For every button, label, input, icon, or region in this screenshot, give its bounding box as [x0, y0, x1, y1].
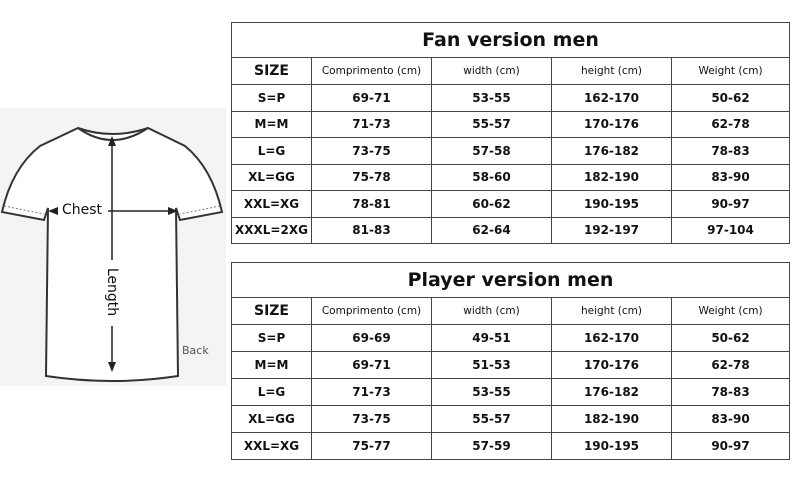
- header-row: SIZE Comprimento (cm) width (cm) height (cm…: [231, 297, 791, 325]
- size-cell: L=G: [231, 137, 312, 165]
- table-title: Player version men: [230, 262, 791, 298]
- table-row: L=G 73-75 57-58 176-182 78-83: [231, 137, 791, 165]
- table-row: XXL=XG 78-81 60-62 190-195 90-97: [231, 190, 791, 218]
- value-cell: 71-73: [311, 378, 432, 406]
- value-cell: 51-53: [431, 351, 552, 379]
- value-cell: 83-90: [670, 405, 791, 433]
- size-cell: XXXL=2XG: [231, 216, 312, 244]
- value-cell: 57-59: [431, 432, 552, 460]
- column-header: height (cm): [551, 297, 672, 325]
- size-cell: XL=GG: [231, 163, 312, 191]
- column-header: Comprimento (cm): [311, 297, 432, 325]
- table-row: XL=GG 73-75 55-57 182-190 83-90: [231, 405, 791, 433]
- value-cell: 73-75: [311, 405, 432, 433]
- size-cell: M=M: [231, 110, 312, 138]
- value-cell: 75-77: [311, 432, 432, 460]
- value-cell: 78-81: [311, 190, 432, 218]
- table-title: Fan version men: [230, 22, 791, 58]
- value-cell: 81-83: [311, 216, 432, 244]
- column-header: height (cm): [551, 57, 672, 85]
- size-cell: XXL=XG: [231, 190, 312, 218]
- value-cell: 55-57: [431, 405, 552, 433]
- value-cell: 176-182: [551, 137, 672, 165]
- value-cell: 55-57: [431, 110, 552, 138]
- value-cell: 60-62: [431, 190, 552, 218]
- value-cell: 162-170: [551, 324, 672, 352]
- value-cell: 69-69: [311, 324, 432, 352]
- value-cell: 62-78: [670, 351, 791, 379]
- value-cell: 190-195: [551, 190, 672, 218]
- column-header: Comprimento (cm): [311, 57, 432, 85]
- table-row: L=G 71-73 53-55 176-182 78-83: [231, 378, 791, 406]
- table-row: M=M 69-71 51-53 170-176 62-78: [231, 351, 791, 379]
- table-row: XXXL=2XG 81-83 62-64 192-197 97-104: [231, 216, 791, 244]
- value-cell: 176-182: [551, 378, 672, 406]
- value-cell: 62-78: [670, 110, 791, 138]
- length-label: Length: [104, 267, 120, 317]
- value-cell: 90-97: [670, 432, 791, 460]
- value-cell: 190-195: [551, 432, 672, 460]
- player-size-table: Player version men SIZE Comprimento (cm) w…: [230, 262, 791, 460]
- column-header: SIZE: [231, 57, 312, 85]
- value-cell: 49-51: [431, 324, 552, 352]
- table-row: XXL=XG 75-77 57-59 190-195 90-97: [231, 432, 791, 460]
- size-cell: XL=GG: [231, 405, 312, 433]
- chest-label: Chest: [62, 202, 103, 218]
- size-cell: S=P: [231, 324, 312, 352]
- value-cell: 62-64: [431, 216, 552, 244]
- table-row: XL=GG 75-78 58-60 182-190 83-90: [231, 163, 791, 191]
- value-cell: 50-62: [670, 324, 791, 352]
- value-cell: 83-90: [670, 163, 791, 191]
- value-cell: 78-83: [670, 137, 791, 165]
- size-cell: L=G: [231, 378, 312, 406]
- column-header: SIZE: [231, 297, 312, 325]
- value-cell: 97-104: [670, 216, 791, 244]
- value-cell: 170-176: [551, 110, 672, 138]
- table-row: S=P 69-71 53-55 162-170 50-62: [231, 84, 791, 112]
- column-header: Weight (cm): [670, 297, 791, 325]
- value-cell: 57-58: [431, 137, 552, 165]
- value-cell: 50-62: [670, 84, 791, 112]
- value-cell: 182-190: [551, 405, 672, 433]
- value-cell: 69-71: [311, 84, 432, 112]
- table-row: S=P 69-69 49-51 162-170 50-62: [231, 324, 791, 352]
- column-header: width (cm): [431, 297, 552, 325]
- value-cell: 90-97: [670, 190, 791, 218]
- value-cell: 192-197: [551, 216, 672, 244]
- header-row: SIZE Comprimento (cm) width (cm) height (cm…: [231, 57, 791, 85]
- size-cell: S=P: [231, 84, 312, 112]
- back-label: Back: [182, 344, 209, 357]
- value-cell: 73-75: [311, 137, 432, 165]
- value-cell: 69-71: [311, 351, 432, 379]
- value-cell: 162-170: [551, 84, 672, 112]
- size-cell: XXL=XG: [231, 432, 312, 460]
- tshirt-diagram: Chest Length Back: [0, 108, 226, 386]
- column-header: Weight (cm): [670, 57, 791, 85]
- value-cell: 182-190: [551, 163, 672, 191]
- value-cell: 170-176: [551, 351, 672, 379]
- value-cell: 71-73: [311, 110, 432, 138]
- size-cell: M=M: [231, 351, 312, 379]
- fan-size-table: Fan version men SIZE Comprimento (cm) widt…: [230, 22, 791, 244]
- tshirt-outline-icon: [0, 126, 224, 382]
- value-cell: 53-55: [431, 378, 552, 406]
- value-cell: 53-55: [431, 84, 552, 112]
- value-cell: 58-60: [431, 163, 552, 191]
- table-row: M=M 71-73 55-57 170-176 62-78: [231, 110, 791, 138]
- value-cell: 78-83: [670, 378, 791, 406]
- column-header: width (cm): [431, 57, 552, 85]
- value-cell: 75-78: [311, 163, 432, 191]
